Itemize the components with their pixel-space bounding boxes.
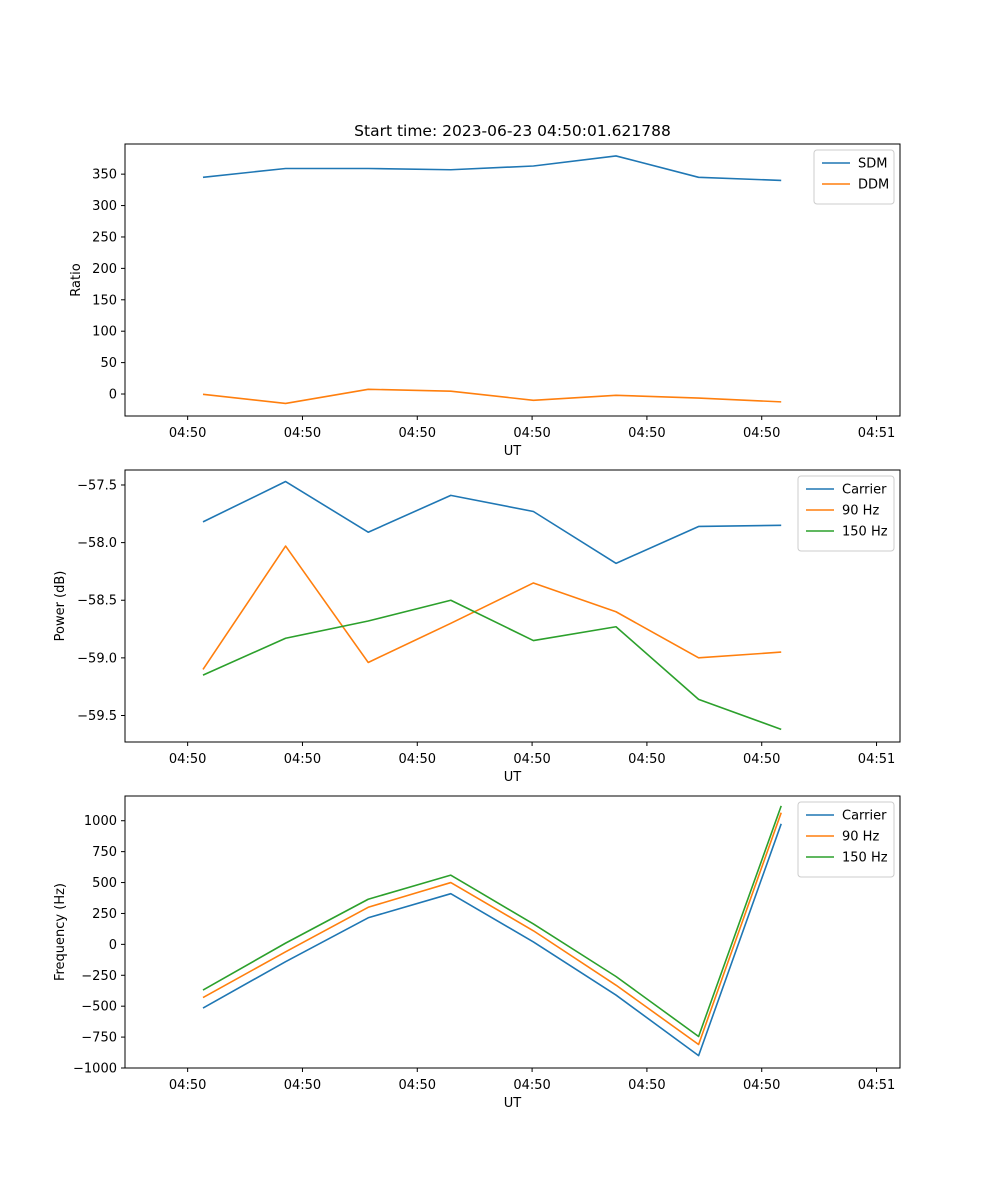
series-line-150-hz [202,599,782,731]
x-tick-label: 04:50 [399,752,436,767]
y-tick-label: −59.5 [77,709,117,724]
axes-frame [124,795,901,1069]
x-tick-label: 04:50 [399,426,436,441]
y-axis-label: Power (dB) [53,571,68,642]
axes-frame [124,469,901,743]
legend [797,801,895,878]
y-axis-label: Ratio [69,263,84,296]
x-tick-label: 04:50 [284,426,321,441]
series-line-90-hz [202,812,782,1046]
y-tick-label: −1000 [73,1062,117,1077]
y-tick-label: 250 [92,230,117,245]
subplot-1: 04:50 04:50 04:50 04:50 04:50 04:50 04:51 0 50 10… [69,143,901,459]
axes-frame [124,143,901,417]
x-tick-label: 04:50 [628,752,665,767]
x-tick-label: 04:50 [284,1078,321,1093]
x-tick-label: 04:51 [858,426,895,441]
x-tick-label: 04:50 [628,426,665,441]
y-tick-label: 200 [92,262,117,277]
x-axis-label: UT [504,444,522,459]
x-tick-label: 04:51 [858,752,895,767]
x-tick-label: 04:50 [513,752,550,767]
y-tick-label: 250 [92,907,117,922]
x-tick-label: 04:50 [399,1078,436,1093]
x-tick-label: 04:50 [513,1078,550,1093]
y-tick-label: 750 [92,845,117,860]
x-tick-label: 04:51 [858,1078,895,1093]
y-tick-label: 500 [92,876,117,891]
y-tick-label: 50 [100,356,117,371]
legend-label: Carrier [842,483,887,498]
x-tick-label: 04:50 [169,1078,206,1093]
y-tick-label: −59.0 [77,651,117,666]
x-tick-label: 04:50 [743,752,780,767]
y-tick-label: 300 [92,199,117,214]
y-tick-label: 0 [109,388,117,403]
y-tick-label: 1000 [84,814,117,829]
x-tick-label: 04:50 [743,426,780,441]
series-line-carrier [202,823,782,1057]
series-line-150-hz [202,805,782,1038]
legend-label: Carrier [842,809,887,824]
subplot-3: 04:50 04:50 04:50 04:50 04:50 04:50 04:51 −1000… [53,795,901,1111]
y-tick-label: 100 [92,325,117,340]
y-tick-label: 150 [92,293,117,308]
x-tick-label: 04:50 [513,426,550,441]
y-tick-label: −57.5 [77,478,117,493]
legend-label: 90 Hz [842,830,879,845]
series-line-carrier [202,480,782,565]
y-axis-label: Frequency (Hz) [53,883,68,981]
x-axis-label: UT [504,1096,522,1111]
y-tick-label: 0 [109,938,117,953]
x-tick-label: 04:50 [169,426,206,441]
legend-label: DDM [858,178,889,193]
legend-label: 90 Hz [842,504,879,519]
figure-title: Start time: 2023-06-23 04:50:01.621788 [354,122,671,140]
legend-label: 150 Hz [842,525,888,540]
series-line-sdm [202,155,782,182]
legend-label: 150 Hz [842,851,888,866]
y-tick-label: −750 [81,1031,117,1046]
y-tick-label: −500 [81,1000,117,1015]
x-axis-label: UT [504,770,522,785]
x-tick-label: 04:50 [284,752,321,767]
legend-label: SDM [858,157,887,172]
y-tick-label: −58.5 [77,594,117,609]
y-tick-label: 350 [92,168,117,183]
y-tick-label: −250 [81,969,117,984]
x-tick-label: 04:50 [743,1078,780,1093]
legend [797,475,895,552]
series-line-90-hz [202,545,782,670]
y-tick-label: −58.0 [77,536,117,551]
x-tick-label: 04:50 [628,1078,665,1093]
x-tick-label: 04:50 [169,752,206,767]
subplot-2: 04:50 04:50 04:50 04:50 04:50 04:50 04:51 −59.5… [53,469,901,785]
series-line-ddm [202,388,782,405]
